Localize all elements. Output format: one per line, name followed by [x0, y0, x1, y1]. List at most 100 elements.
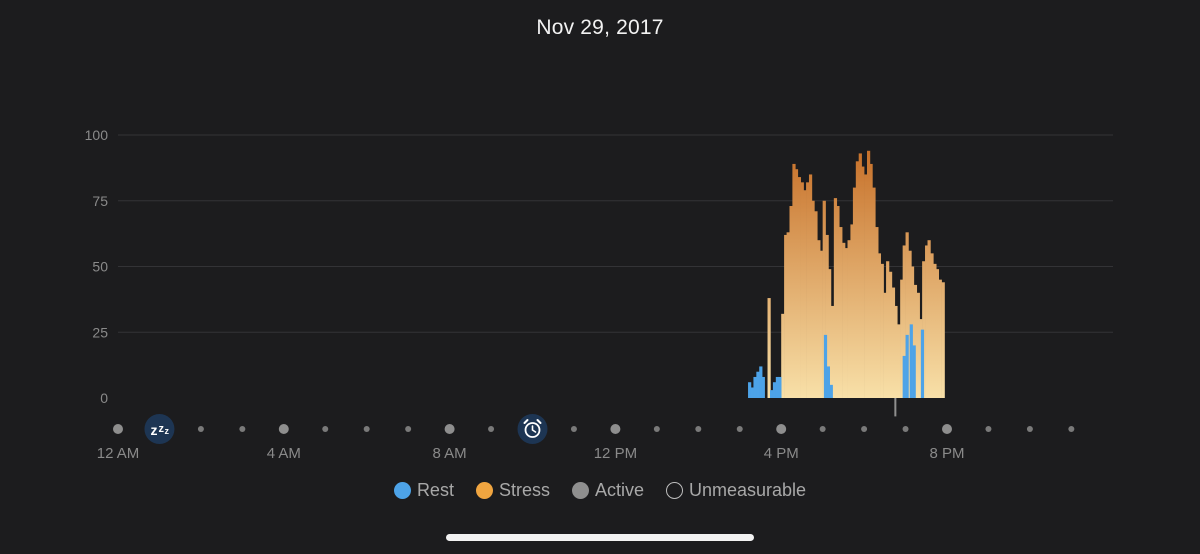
hour-minor-dot — [695, 426, 702, 432]
hour-minor-dot — [197, 426, 204, 432]
stress-bar — [902, 245, 906, 398]
stress-bar — [830, 305, 835, 398]
stress-bar — [913, 284, 918, 398]
hour-major-dot — [113, 424, 123, 434]
hour-minor-dot — [861, 426, 868, 432]
stress-bar — [880, 263, 884, 398]
stress-bar — [941, 282, 945, 398]
stress-bar — [930, 253, 934, 398]
stress-bar — [905, 232, 909, 398]
stress-bar — [897, 324, 901, 398]
rest-bar — [748, 382, 752, 398]
stress-bar — [869, 163, 873, 398]
stress-bar — [850, 224, 854, 398]
stress-bar — [855, 161, 860, 398]
stress-bar — [888, 271, 893, 398]
stress-bar — [886, 261, 890, 398]
hour-minor-dot — [239, 426, 246, 432]
legend-item-active: Active — [571, 480, 644, 501]
stress-bar — [822, 200, 826, 398]
stress-bar — [933, 263, 937, 398]
rest-bar — [750, 387, 755, 398]
x-tick-label: 4 PM — [764, 445, 799, 462]
stress-bar — [877, 253, 881, 398]
stress-bar — [916, 292, 920, 398]
stress-bar — [819, 250, 823, 398]
rest-bar — [770, 390, 774, 398]
legend-label: Unmeasurable — [689, 480, 807, 500]
date-title: Nov 29, 2017 — [536, 16, 664, 39]
x-tick-label: 12 AM — [97, 445, 140, 462]
y-tick-label: 25 — [92, 324, 108, 340]
stress-bar — [800, 182, 804, 398]
hour-minor-dot — [405, 426, 412, 432]
hour-major-dot — [444, 424, 455, 434]
stress-bar — [844, 248, 848, 398]
stress-bar — [847, 240, 851, 398]
stress-bar — [872, 187, 876, 398]
stress-bar — [925, 245, 929, 398]
hour-minor-dot — [570, 426, 577, 432]
hour-minor-dot — [653, 426, 660, 432]
legend-label: Stress — [498, 480, 550, 500]
hour-major-dot — [776, 424, 787, 434]
rest-bar — [778, 376, 782, 398]
rest-bar — [775, 376, 780, 398]
legend-label: Rest — [416, 480, 454, 500]
legend-swatch-unmeasurable — [666, 482, 683, 499]
hour-major-dot — [610, 424, 621, 434]
stress-bar — [891, 287, 896, 398]
hour-minor-dot — [322, 426, 329, 432]
rest-bar — [912, 345, 916, 398]
y-tick-label: 50 — [92, 259, 108, 275]
legend-swatch-active — [571, 482, 589, 499]
hour-minor-dot — [1068, 426, 1075, 432]
stress-bar — [781, 313, 785, 398]
rest-bar — [902, 355, 906, 398]
stress-bar — [867, 150, 871, 398]
rest-bar — [823, 334, 828, 398]
hour-minor-dot — [488, 426, 495, 432]
x-tick-label: 8 AM — [433, 445, 467, 462]
hour-minor-dot — [363, 426, 370, 432]
stress-bar — [935, 269, 940, 398]
stress-bar — [875, 227, 879, 398]
rest-bar — [756, 371, 760, 398]
x-tick-label: 12 PM — [594, 445, 637, 462]
stress-bar — [784, 234, 788, 398]
hour-minor-dot — [736, 426, 743, 432]
home-indicator[interactable] — [446, 534, 754, 541]
legend-item-stress: Stress — [475, 480, 550, 501]
stress-bar — [858, 153, 862, 398]
stress-bar — [894, 305, 898, 398]
chart-legend: Rest Stress Active Unmeasurable — [0, 480, 1200, 501]
rest-bar — [905, 334, 909, 398]
stress-bar — [842, 242, 846, 398]
rest-bar — [909, 324, 913, 398]
stress-bar — [786, 232, 790, 398]
stress-bar — [828, 269, 832, 398]
stress-bar — [883, 292, 887, 398]
alarm-clock-icon[interactable] — [517, 414, 548, 444]
x-tick-label: 8 PM — [929, 445, 964, 462]
rest-bar — [759, 366, 763, 398]
y-tick-label: 100 — [85, 127, 109, 143]
rest-bar — [826, 366, 830, 398]
svg-text:z: z — [150, 422, 157, 438]
hour-major-dot — [278, 424, 289, 434]
stress-bar — [825, 234, 829, 398]
stress-bar — [806, 182, 810, 398]
rest-bar — [772, 382, 777, 398]
stress-bar — [919, 319, 923, 398]
rest-bar — [829, 384, 833, 398]
legend-swatch-rest — [393, 482, 411, 499]
stress-bar — [808, 174, 813, 398]
y-tick-label: 0 — [100, 390, 108, 406]
rest-bar — [761, 376, 765, 398]
rest-bar — [920, 329, 925, 398]
stress-bar — [811, 200, 815, 398]
stress-bar — [927, 240, 931, 398]
